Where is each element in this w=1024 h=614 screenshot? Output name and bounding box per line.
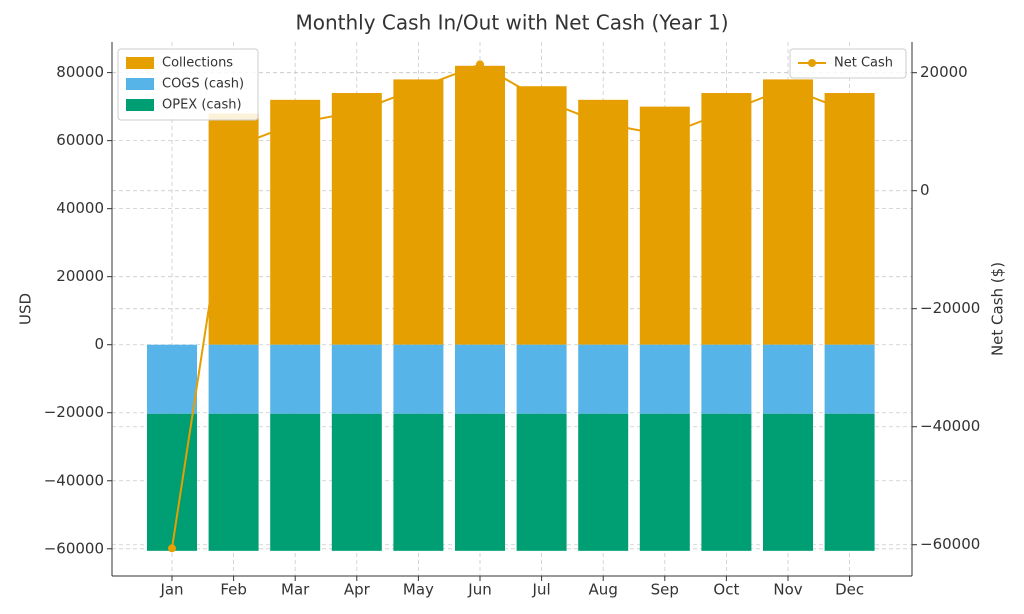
line-point	[599, 119, 608, 128]
line-point	[660, 131, 669, 140]
bar	[701, 93, 752, 345]
y2-axis-title: Net Cash ($)	[989, 262, 1007, 356]
bar	[331, 93, 382, 345]
bar	[701, 413, 752, 551]
bar	[393, 344, 444, 414]
line	[171, 63, 850, 549]
x-tick-label: May	[403, 581, 434, 599]
chart-title: Monthly Cash In/Out with Net Cash (Year …	[296, 11, 729, 35]
bar	[578, 413, 629, 551]
bar	[270, 413, 321, 551]
bar	[455, 65, 505, 345]
bar	[763, 413, 813, 551]
bar	[455, 413, 505, 551]
bar	[763, 79, 813, 345]
x-tick-label: Jan	[159, 581, 183, 599]
y-tick-label: −20000	[44, 403, 104, 421]
bar	[763, 344, 813, 414]
y2-tick-label: −60000	[920, 535, 980, 553]
bar	[824, 413, 875, 551]
y-tick-label: 0	[94, 335, 104, 353]
bar	[639, 344, 690, 414]
y2-tick-label: 0	[920, 181, 930, 199]
bar	[331, 344, 382, 414]
line-point	[168, 544, 176, 553]
line-point	[845, 107, 854, 116]
line-point	[291, 119, 300, 128]
bar	[639, 413, 690, 551]
bar	[147, 344, 197, 414]
x-tick-label: Oct	[713, 581, 739, 599]
legend-label: Net Cash	[834, 56, 893, 71]
bar	[516, 344, 567, 414]
y-tick-label: −40000	[44, 471, 104, 489]
bar	[270, 344, 321, 414]
bar	[824, 344, 875, 414]
x-tick-label: Apr	[344, 581, 371, 599]
y2-tick-label: 20000	[920, 63, 968, 81]
x-tick-label: Jun	[467, 581, 491, 599]
y-tick-label: 80000	[56, 63, 104, 81]
bar	[824, 93, 875, 345]
y2-tick-label: −20000	[920, 299, 980, 317]
line-point	[476, 60, 484, 69]
legend-box	[789, 48, 907, 79]
legend-label: COGS (cash)	[162, 77, 244, 92]
bar	[516, 413, 567, 551]
x-tick-label: Feb	[220, 581, 247, 599]
y-tick-label: 40000	[56, 199, 104, 217]
bar	[208, 344, 259, 414]
x-tick-label: Nov	[773, 581, 802, 599]
bar	[331, 413, 382, 551]
line-point	[784, 84, 792, 93]
legend: Net Cash	[789, 48, 907, 79]
legend: Collections COGS (cash) OPEX (cash)	[117, 48, 259, 121]
bar	[701, 344, 752, 414]
y-axis-title: USD	[17, 293, 35, 325]
line-point	[229, 143, 238, 152]
x-tick-label: Aug	[589, 581, 618, 599]
line-point	[722, 107, 731, 116]
line-point	[352, 107, 361, 116]
y-tick-label: −60000	[44, 539, 104, 557]
bar	[516, 86, 567, 345]
bar	[455, 344, 505, 414]
x-tick-label: Mar	[281, 581, 310, 599]
bar	[208, 413, 259, 551]
bar	[270, 99, 321, 345]
x-tick-label: Dec	[835, 581, 864, 599]
y-tick-label: 20000	[56, 267, 104, 285]
legend-swatch	[126, 57, 154, 69]
bar	[393, 413, 444, 551]
bar	[578, 99, 629, 345]
line-point	[414, 84, 423, 93]
x-tick-label: Jul	[532, 581, 551, 599]
y-tick-label: 60000	[56, 131, 104, 149]
y2-tick-label: −40000	[920, 417, 980, 435]
legend-label: Collections	[162, 56, 233, 71]
legend-swatch	[126, 78, 154, 90]
bar	[639, 106, 690, 345]
legend-swatch	[808, 59, 816, 67]
line-point	[537, 95, 546, 104]
bar	[393, 79, 444, 345]
legend-swatch	[126, 99, 154, 111]
bar	[578, 344, 629, 414]
legend-label: OPEX (cash)	[162, 98, 242, 113]
x-tick-label: Sep	[651, 581, 679, 599]
